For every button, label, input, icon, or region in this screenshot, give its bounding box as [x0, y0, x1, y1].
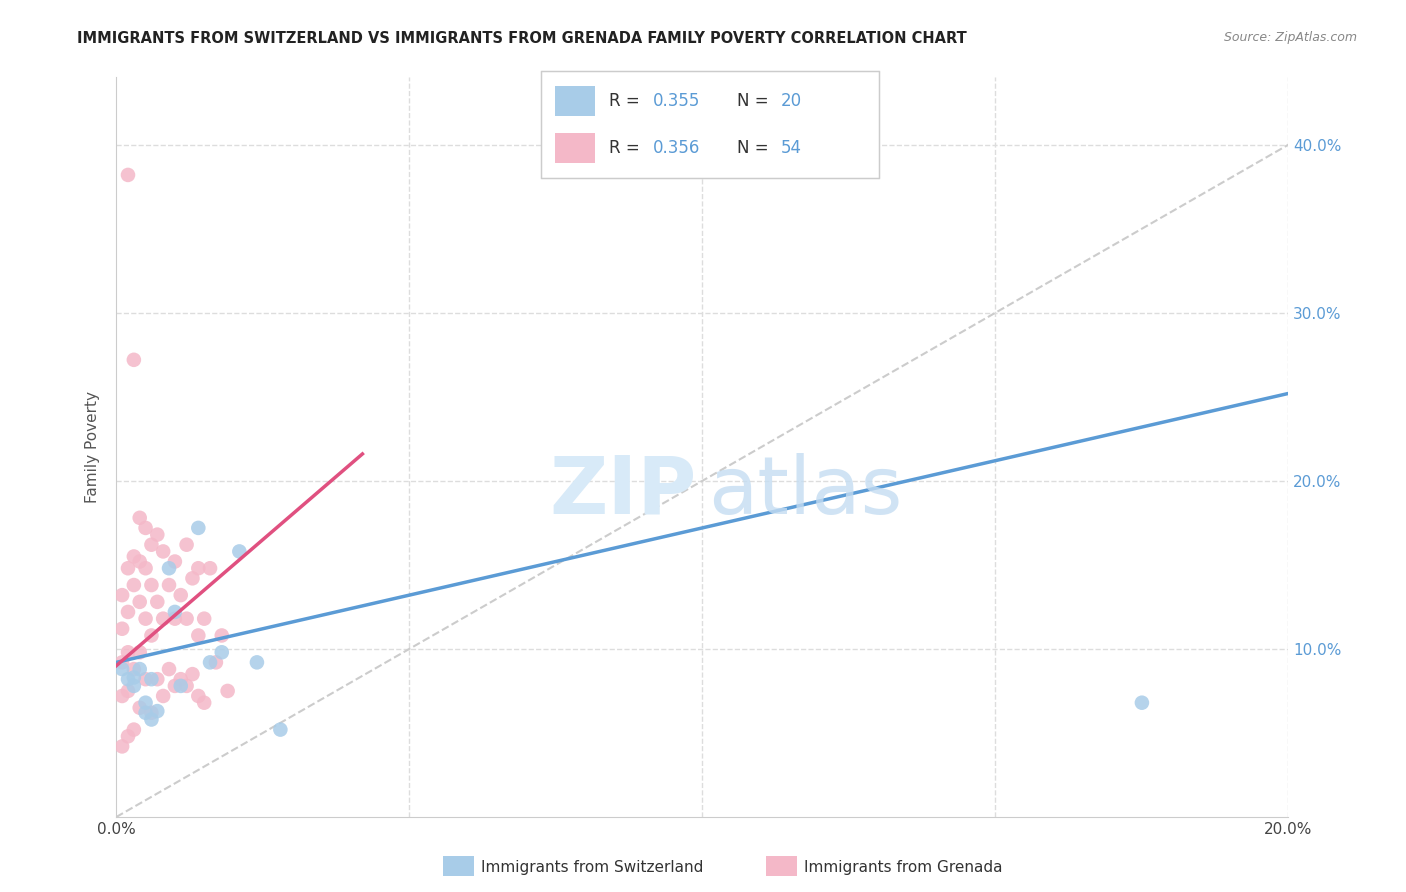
Point: [111, 622, 134, 636]
Point: [176, 679, 198, 693]
Y-axis label: Family Poverty: Family Poverty: [86, 392, 100, 503]
Point: [128, 700, 150, 714]
Text: ZIP: ZIP: [550, 452, 696, 531]
Point: [163, 555, 186, 569]
Point: [205, 656, 228, 670]
Point: [157, 662, 180, 676]
Point: [146, 595, 169, 609]
Point: [111, 656, 134, 670]
Text: 0.355: 0.355: [652, 93, 700, 111]
Point: [141, 628, 163, 642]
Point: [211, 645, 233, 659]
Point: [187, 561, 209, 575]
Point: [152, 612, 174, 626]
Point: [135, 696, 157, 710]
Point: [163, 605, 186, 619]
Point: [198, 561, 221, 575]
Point: [111, 689, 134, 703]
Point: [128, 645, 150, 659]
Point: [135, 706, 157, 720]
Point: [176, 538, 198, 552]
Point: [135, 672, 157, 686]
Text: N =: N =: [737, 139, 773, 157]
Point: [170, 672, 193, 686]
Point: [193, 696, 215, 710]
Point: [117, 605, 139, 619]
Point: [122, 679, 145, 693]
Point: [117, 168, 139, 182]
Text: R =: R =: [609, 93, 645, 111]
Point: [111, 588, 134, 602]
Point: [122, 549, 145, 564]
Point: [181, 571, 204, 585]
Point: [117, 729, 139, 743]
Text: IMMIGRANTS FROM SWITZERLAND VS IMMIGRANTS FROM GRENADA FAMILY POVERTY CORRELATIO: IMMIGRANTS FROM SWITZERLAND VS IMMIGRANT…: [77, 31, 967, 46]
Point: [128, 662, 150, 676]
Point: [122, 578, 145, 592]
Text: Immigrants from Grenada: Immigrants from Grenada: [804, 860, 1002, 874]
Point: [198, 656, 221, 670]
Point: [117, 672, 139, 686]
Point: [1130, 696, 1153, 710]
Point: [117, 561, 139, 575]
Point: [193, 612, 215, 626]
Point: [157, 561, 180, 575]
Point: [122, 723, 145, 737]
Point: [117, 684, 139, 698]
Point: [181, 667, 204, 681]
Point: [117, 645, 139, 659]
Point: [122, 662, 145, 676]
Point: [135, 521, 157, 535]
Point: [170, 588, 193, 602]
Point: [135, 561, 157, 575]
Text: 54: 54: [780, 139, 801, 157]
Point: [111, 662, 134, 676]
Point: [211, 628, 233, 642]
Point: [146, 704, 169, 718]
Point: [122, 671, 145, 685]
Point: [111, 739, 134, 754]
Point: [170, 679, 193, 693]
Point: [246, 656, 269, 670]
Point: [157, 578, 180, 592]
Text: 20: 20: [780, 93, 801, 111]
Text: Source: ZipAtlas.com: Source: ZipAtlas.com: [1223, 31, 1357, 45]
Point: [146, 672, 169, 686]
Text: R =: R =: [609, 139, 645, 157]
Point: [217, 684, 239, 698]
FancyBboxPatch shape: [555, 87, 595, 116]
Point: [187, 689, 209, 703]
Point: [122, 352, 145, 367]
Text: N =: N =: [737, 93, 773, 111]
Point: [135, 612, 157, 626]
Point: [163, 679, 186, 693]
Point: [141, 538, 163, 552]
Text: Immigrants from Switzerland: Immigrants from Switzerland: [481, 860, 703, 874]
Point: [128, 595, 150, 609]
Point: [152, 689, 174, 703]
Point: [187, 521, 209, 535]
Point: [176, 612, 198, 626]
Text: 0.356: 0.356: [652, 139, 700, 157]
Point: [141, 578, 163, 592]
Point: [152, 544, 174, 558]
Point: [146, 527, 169, 541]
Point: [141, 713, 163, 727]
Point: [141, 672, 163, 686]
Point: [141, 706, 163, 720]
FancyBboxPatch shape: [555, 134, 595, 163]
Point: [228, 544, 250, 558]
Point: [128, 511, 150, 525]
Point: [128, 555, 150, 569]
Point: [163, 612, 186, 626]
Point: [269, 723, 291, 737]
Point: [187, 628, 209, 642]
Text: atlas: atlas: [709, 452, 903, 531]
